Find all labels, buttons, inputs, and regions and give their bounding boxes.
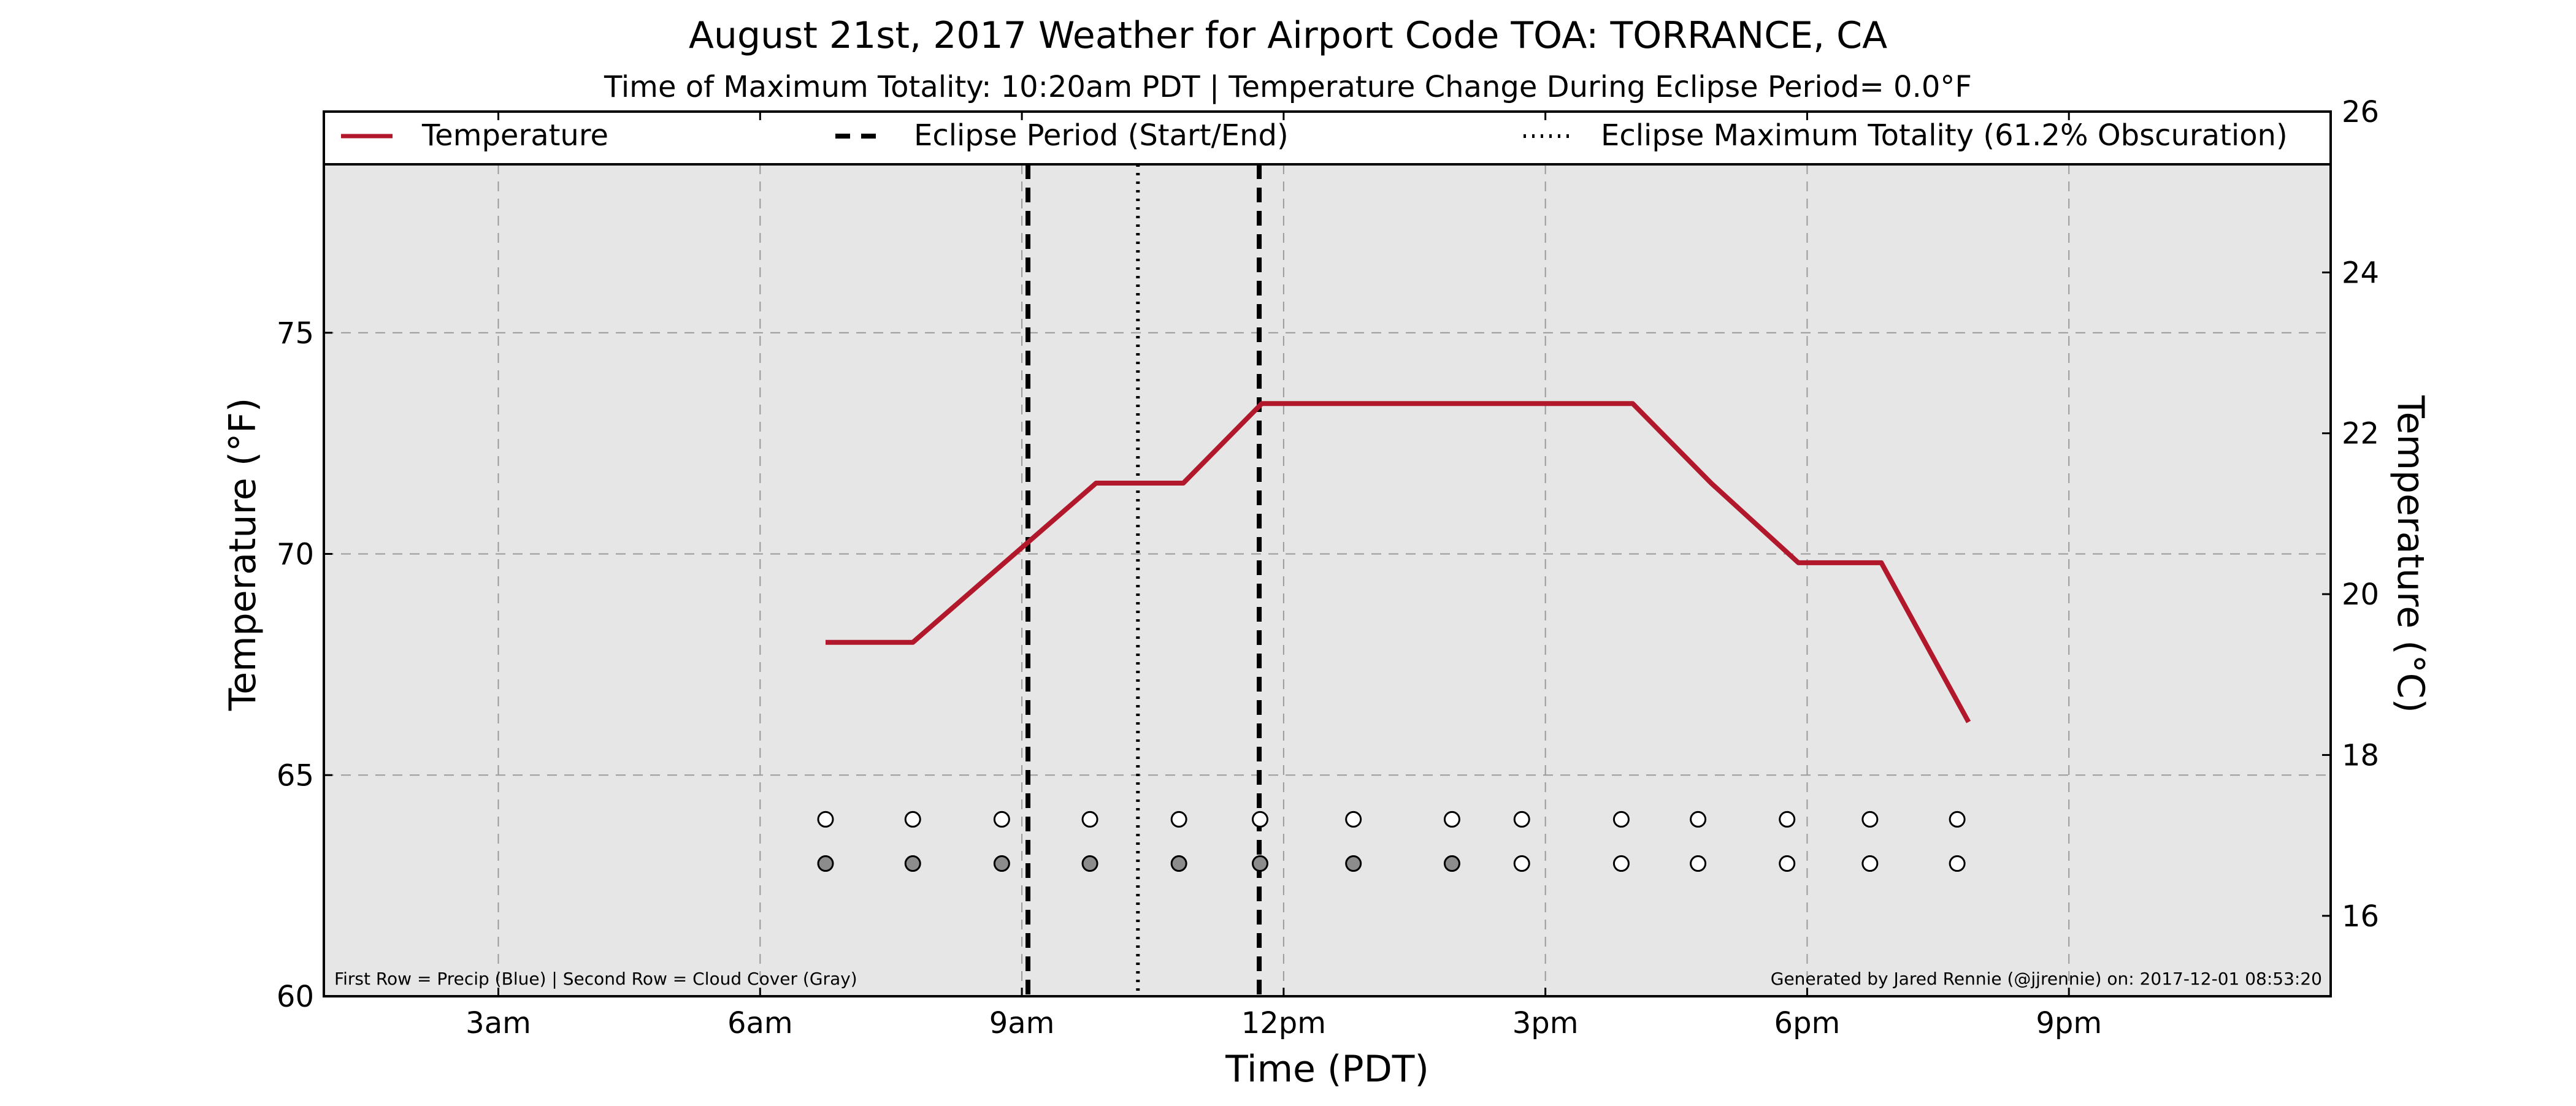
y2-tick-label: 18 — [2342, 738, 2379, 772]
y-tick-label: 75 — [277, 316, 314, 351]
y-tick-label: 65 — [277, 758, 314, 793]
cloud-dot — [904, 855, 921, 872]
y-tick-label: 60 — [277, 980, 314, 1014]
x-axis-label: Time (PDT) — [1225, 1048, 1429, 1091]
x-tick-label: 3am — [466, 1006, 531, 1040]
precip-dot — [1612, 810, 1630, 828]
observation-dots — [817, 810, 1966, 872]
precip-dot — [904, 810, 921, 828]
cloud-dot — [1513, 855, 1530, 872]
chart-title: August 21st, 2017 Weather for Airport Co… — [689, 14, 1887, 57]
cloud-dot — [1081, 855, 1098, 872]
legend-label-eclipse-max: Eclipse Maximum Totality (61.2% Obscurat… — [1601, 118, 2288, 153]
x-tick-label: 3pm — [1512, 1006, 1579, 1040]
cloud-dot — [1949, 855, 1966, 872]
cloud-dot — [817, 855, 834, 872]
cloud-dot — [1170, 855, 1187, 872]
precip-dot — [1513, 810, 1530, 828]
grid-lines — [324, 164, 2331, 996]
precip-dot — [993, 810, 1010, 828]
precip-dot — [817, 810, 834, 828]
precip-dot — [1861, 810, 1879, 828]
precip-dot — [1251, 810, 1268, 828]
y-tick-label: 70 — [277, 538, 314, 572]
precip-dot — [1443, 810, 1460, 828]
y2-tick-label: 26 — [2342, 95, 2379, 129]
precip-dot — [1170, 810, 1187, 828]
cloud-dot — [1779, 855, 1796, 872]
cloud-dot — [1612, 855, 1630, 872]
y-axis-ticks: 60 65 70 75 — [277, 316, 332, 1014]
y2-axis-label: Temperature (°C) — [2389, 395, 2432, 713]
y-axis-label: Temperature (°F) — [221, 398, 264, 711]
precip-dot — [1779, 810, 1796, 828]
precip-dot — [1690, 810, 1707, 828]
legend-label-temperature: Temperature — [421, 118, 608, 153]
y2-tick-label: 22 — [2342, 417, 2379, 451]
cloud-dot — [1690, 855, 1707, 872]
x-tick-label: 9pm — [2036, 1006, 2102, 1040]
eclipse-markers — [1025, 164, 1262, 996]
y2-tick-label: 24 — [2342, 256, 2379, 290]
legend-box — [323, 110, 2332, 166]
precip-dot — [1081, 810, 1098, 828]
x-tick-label: 6pm — [1774, 1006, 1841, 1040]
cloud-dot — [1443, 855, 1460, 872]
temperature-series — [826, 401, 1971, 723]
y2-tick-label: 20 — [2342, 578, 2379, 612]
precip-dot — [1949, 810, 1966, 828]
x-tick-label: 12pm — [1241, 1006, 1326, 1040]
cloud-dot — [1861, 855, 1879, 872]
footnote-right: Generated by Jared Rennie (@jjrennie) on… — [1771, 969, 2322, 989]
cloud-dot — [1345, 855, 1362, 872]
chart-subtitle: Time of Maximum Totality: 10:20am PDT | … — [604, 70, 1972, 104]
temperature-line — [826, 401, 1971, 723]
x-tick-label: 9am — [989, 1006, 1055, 1040]
footnote-left: First Row = Precip (Blue) | Second Row =… — [334, 969, 857, 989]
cloud-dot — [993, 855, 1010, 872]
x-tick-label: 6am — [727, 1006, 793, 1040]
y2-axis-ticks: 16 18 20 22 24 26 — [2322, 95, 2379, 934]
y2-tick-label: 16 — [2342, 899, 2379, 934]
precip-dot — [1345, 810, 1362, 828]
x-axis-ticks: 3am 6am 9am 12pm 3pm 6pm 9pm — [466, 112, 2102, 1040]
cloud-dot — [1251, 855, 1268, 872]
legend-label-eclipse-period: Eclipse Period (Start/End) — [914, 118, 1289, 153]
plot-area — [324, 164, 2331, 996]
